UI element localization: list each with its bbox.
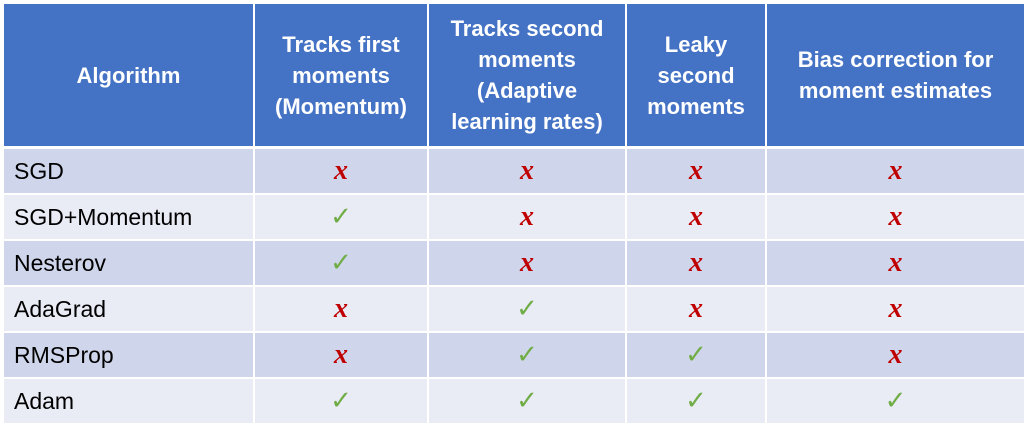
table-body: SGD x x x x SGD+Momentum ✓ x x x Nesterov ✓ x x x AdaGr… [4,147,1024,425]
cross-icon: x [689,154,703,186]
algorithm-name: SGD [4,147,255,195]
feature-cell: x [626,194,767,241]
algorithm-name: Adam [4,378,255,425]
feature-cell: x [428,194,627,241]
feature-cell: x [766,240,1024,287]
cross-icon: x [689,246,703,278]
cross-icon: x [520,246,534,278]
cross-icon: x [888,200,903,232]
feature-cell: ✓ [428,286,627,333]
header-second-moments: Tracks second moments (Adaptive learning… [428,4,627,149]
table-row: RMSProp x ✓ ✓ x [4,332,1024,379]
feature-cell: x [254,332,429,379]
algorithm-name: Nesterov [4,240,255,287]
header-algorithm: Algorithm [4,4,255,149]
table-row: SGD x x x x [4,147,1024,195]
table-row: AdaGrad x ✓ x x [4,286,1024,333]
check-icon: ✓ [516,339,538,370]
feature-cell: x [766,147,1024,195]
feature-cell: x [766,332,1024,379]
feature-cell: x [766,194,1024,241]
table-row: Adam ✓ ✓ ✓ ✓ [4,378,1024,425]
feature-cell: x [428,147,627,195]
feature-cell: ✓ [254,378,429,425]
algorithm-name: RMSProp [4,332,255,379]
algorithm-name: AdaGrad [4,286,255,333]
cross-icon: x [888,246,903,278]
algorithm-name: SGD+Momentum [4,194,255,241]
feature-cell: ✓ [254,240,429,287]
feature-cell: x [428,240,627,287]
feature-cell: x [766,286,1024,333]
feature-cell: ✓ [428,332,627,379]
table-row: Nesterov ✓ x x x [4,240,1024,287]
feature-cell: x [626,147,767,195]
cross-icon: x [520,200,534,232]
feature-cell: ✓ [766,378,1024,425]
optimizer-comparison-table: Algorithm Tracks first moments (Momentum… [4,4,1024,425]
check-icon: ✓ [685,339,707,370]
feature-cell: x [626,286,767,333]
check-icon: ✓ [685,385,707,416]
check-icon: ✓ [516,385,538,416]
feature-cell: ✓ [626,332,767,379]
feature-cell: x [626,240,767,287]
feature-cell: x [254,147,429,195]
header-row: Algorithm Tracks first moments (Momentum… [4,4,1024,149]
check-icon: ✓ [330,201,352,232]
header-first-moments: Tracks first moments (Momentum) [254,4,429,149]
cross-icon: x [520,154,534,186]
cross-icon: x [334,154,348,186]
cross-icon: x [888,154,903,186]
cross-icon: x [888,292,903,324]
cross-icon: x [334,292,348,324]
cross-icon: x [689,200,703,232]
comparison-table-wrapper: Algorithm Tracks first moments (Momentum… [4,4,1024,426]
cross-icon: x [888,338,903,370]
feature-cell: ✓ [428,378,627,425]
cross-icon: x [334,338,348,370]
check-icon: ✓ [330,247,352,278]
feature-cell: x [254,286,429,333]
header-bias-correction: Bias correction for moment estimates [766,4,1024,149]
check-icon: ✓ [884,385,907,416]
feature-cell: ✓ [626,378,767,425]
cross-icon: x [689,292,703,324]
table-row: SGD+Momentum ✓ x x x [4,194,1024,241]
header-leaky-second-moments: Leaky second moments [626,4,767,149]
check-icon: ✓ [330,385,352,416]
check-icon: ✓ [516,293,538,324]
feature-cell: ✓ [254,194,429,241]
